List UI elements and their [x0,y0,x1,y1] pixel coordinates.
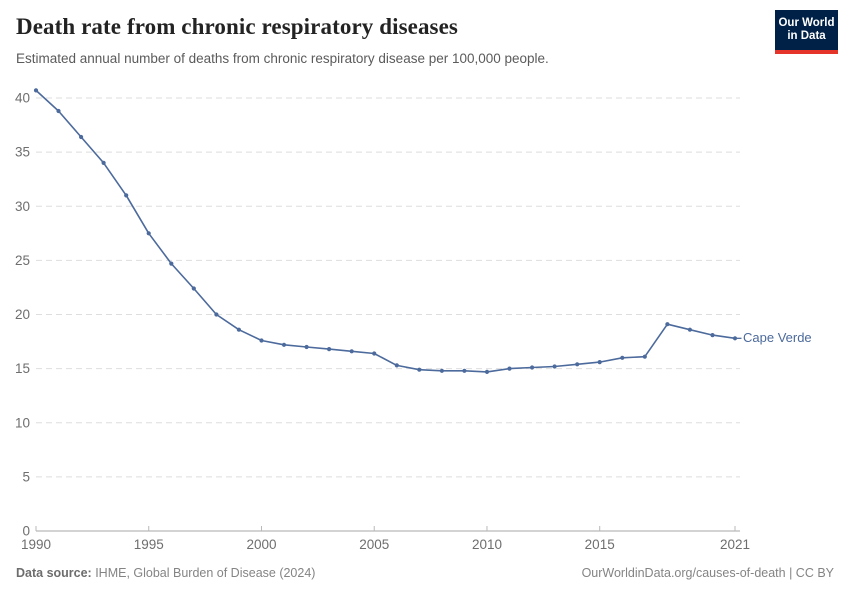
data-point-2015[interactable] [597,360,602,365]
chart-footer: Data source: IHME, Global Burden of Dise… [16,566,834,580]
credit-link[interactable]: OurWorldinData.org/causes-of-death | CC … [581,566,834,580]
data-source-label: Data source: [16,566,92,580]
data-point-2013[interactable] [552,364,557,369]
x-tick-label-2005: 2005 [359,537,389,552]
data-point-1998[interactable] [214,312,219,317]
y-tick-label-40: 40 [15,91,30,106]
data-point-1997[interactable] [191,286,196,291]
data-point-2020[interactable] [710,333,715,338]
data-source-note: Data source: IHME, Global Burden of Dise… [16,566,315,580]
data-point-1990[interactable] [33,88,39,93]
data-point-1991[interactable] [56,108,61,114]
series-label-cape-verde: Cape Verde [743,330,812,346]
y-tick-label-5: 5 [22,469,30,484]
data-point-2010[interactable] [484,369,490,374]
x-tick-label-1990: 1990 [21,537,51,552]
y-tick-label-30: 30 [15,199,30,214]
x-tick-label-2010: 2010 [472,537,502,552]
line-series-cape-verde[interactable] [35,89,736,373]
data-point-2005[interactable] [372,351,377,356]
data-point-1996[interactable] [169,261,174,266]
data-point-2004[interactable] [349,349,354,354]
data-point-2021[interactable] [732,336,738,341]
data-point-2017[interactable] [642,354,647,359]
x-tick-label-2015: 2015 [585,537,615,552]
y-tick-label-25: 25 [15,253,30,268]
y-tick-label-15: 15 [15,361,30,376]
data-point-2018[interactable] [665,322,670,327]
data-point-2007[interactable] [417,367,422,372]
y-tick-label-35: 35 [15,145,30,160]
data-point-2001[interactable] [281,342,287,347]
chart-subtitle: Estimated annual number of deaths from c… [16,51,549,66]
data-point-2002[interactable] [304,344,309,350]
y-tick-label-0: 0 [22,524,30,539]
data-point-1993[interactable] [101,160,106,165]
x-tick-label-2021: 2021 [720,537,750,552]
data-point-1992[interactable] [79,134,84,140]
chart-title: Death rate from chronic respiratory dise… [16,14,458,39]
data-point-2016[interactable] [620,355,625,360]
data-point-2011[interactable] [507,366,512,371]
y-tick-label-10: 10 [15,415,30,430]
data-point-2006[interactable] [394,363,399,368]
data-point-1995[interactable] [146,231,151,236]
owid-logo-line1: Our World [778,17,835,29]
y-tick-label-20: 20 [15,307,30,322]
data-point-2012[interactable] [530,365,535,370]
data-point-1994[interactable] [124,193,129,198]
owid-logo-line2: in Data [787,30,826,42]
data-point-1999[interactable] [236,327,241,332]
data-point-2008[interactable] [439,368,444,373]
owid-logo: Our World in Data [775,10,838,54]
data-source-value: IHME, Global Burden of Disease (2024) [91,566,316,580]
x-tick-label-2000: 2000 [246,537,276,552]
data-point-2014[interactable] [575,362,580,367]
data-point-2003[interactable] [327,347,332,352]
data-point-2009[interactable] [462,368,467,373]
data-point-2019[interactable] [687,327,693,332]
x-tick-label-1995: 1995 [134,537,164,552]
data-point-2000[interactable] [259,338,264,343]
